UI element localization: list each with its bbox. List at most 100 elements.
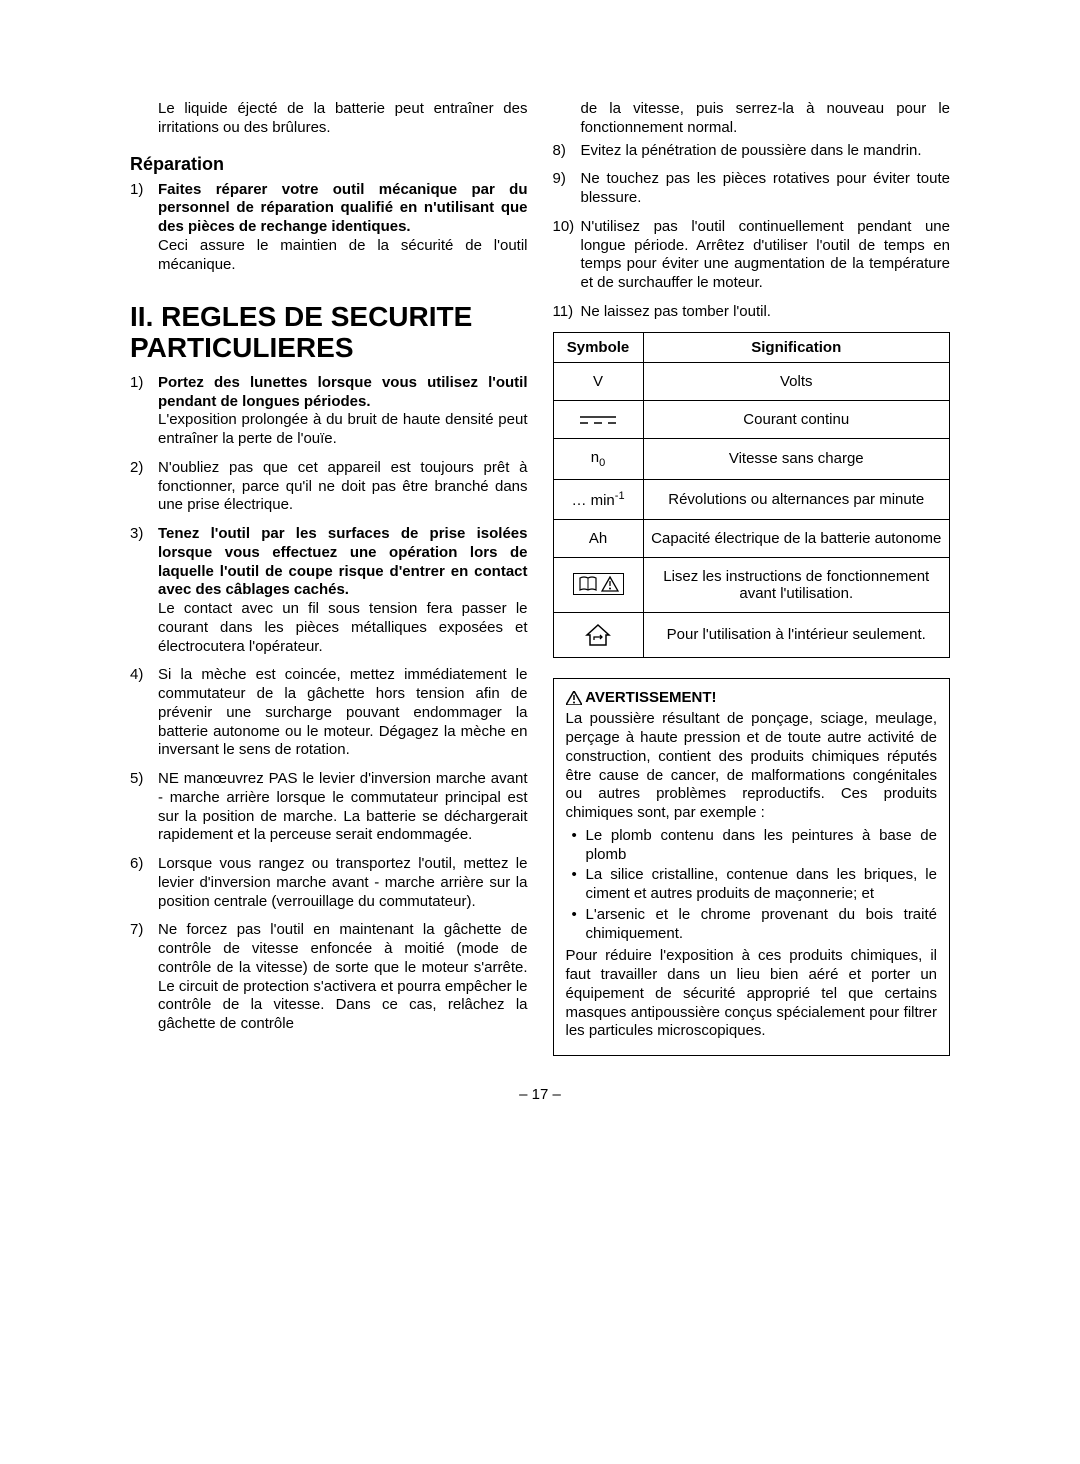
bullet-text: Le plomb contenu dans les peintures à ba… (586, 827, 938, 865)
table-row: n0Vitesse sans charge (553, 438, 950, 479)
continuation-para: de la vitesse, puis serrez-la à nouveau … (553, 100, 951, 138)
list-item: 1)Portez des lunettes lorsque vous utili… (130, 374, 528, 449)
list-body: Portez des lunettes lorsque vous utilise… (158, 374, 528, 449)
page-columns: Le liquide éjecté de la batterie peut en… (130, 100, 950, 1056)
list-number: 10) (553, 218, 581, 293)
list-body: Ne touchez pas les pièces rotatives pour… (581, 170, 951, 208)
meaning-cell: Courant continu (643, 400, 950, 438)
book-icon (578, 576, 598, 592)
dc-icon (578, 414, 618, 426)
list-body: Si la mèche est coincée, mettez immédiat… (158, 666, 528, 760)
list-body: Faites réparer votre outil mécanique par… (158, 181, 528, 275)
item-text: N'oubliez pas que cet appareil est toujo… (158, 459, 528, 514)
item-text: Lorsque vous rangez ou transportez l'out… (158, 855, 528, 910)
symbol-cell: … min-1 (553, 479, 643, 519)
list-body: NE manœuvrez PAS le levier d'inversion m… (158, 770, 528, 845)
bullet-dot: • (572, 906, 586, 944)
list-number: 4) (130, 666, 158, 760)
table-row: Pour l'utilisation à l'intérieur seuleme… (553, 612, 950, 657)
table-header-meaning: Signification (643, 332, 950, 362)
symbol-cell: n0 (553, 438, 643, 479)
list-body: Evitez la pénétration de poussière dans … (581, 142, 951, 161)
list-number: 2) (130, 459, 158, 515)
list-number: 1) (130, 181, 158, 275)
bullet-item: •L'arsenic et le chrome provenant du boi… (572, 906, 938, 944)
intro-para: Le liquide éjecté de la batterie peut en… (130, 100, 528, 138)
manual-icon-box (573, 573, 624, 595)
item-text: Le contact avec un fil sous tension fera… (158, 600, 528, 655)
bold-text: Faites réparer votre outil mécanique par… (158, 181, 528, 236)
bold-text: Tenez l'outil par les surfaces de prise … (158, 525, 528, 598)
list-number: 11) (553, 303, 581, 322)
warning-intro: La poussière résultant de ponçage, sciag… (566, 710, 938, 823)
meaning-cell: Lisez les instructions de fonctionnement… (643, 557, 950, 612)
bold-text: Portez des lunettes lorsque vous utilise… (158, 374, 528, 410)
table-row: AhCapacité électrique de la batterie aut… (553, 519, 950, 557)
list-number: 5) (130, 770, 158, 845)
symbols-table: Symbole Signification VVoltsCourant cont… (553, 332, 951, 658)
table-row: Courant continu (553, 400, 950, 438)
list-item: 4)Si la mèche est coincée, mettez immédi… (130, 666, 528, 760)
list-item: 3)Tenez l'outil par les surfaces de pris… (130, 525, 528, 656)
item-text: Si la mèche est coincée, mettez immédiat… (158, 666, 528, 758)
bullet-text: L'arsenic et le chrome provenant du bois… (586, 906, 938, 944)
list-number: 1) (130, 374, 158, 449)
table-row: … min-1Révolutions ou alternances par mi… (553, 479, 950, 519)
list-body: Tenez l'outil par les surfaces de prise … (158, 525, 528, 656)
list-body: Lorsque vous rangez ou transportez l'out… (158, 855, 528, 911)
bullet-text: La silice cristalline, contenue dans les… (586, 866, 938, 904)
bullet-dot: • (572, 827, 586, 865)
list-item: 7)Ne forcez pas l'outil en maintenant la… (130, 921, 528, 1034)
symbol-cell (553, 612, 643, 657)
reparation-heading: Réparation (130, 154, 528, 175)
list-body: Ne laissez pas tomber l'outil. (581, 303, 951, 322)
list-body: N'utilisez pas l'outil continuellement p… (581, 218, 951, 293)
meaning-cell: Pour l'utilisation à l'intérieur seuleme… (643, 612, 950, 657)
list-body: N'oubliez pas que cet appareil est toujo… (158, 459, 528, 515)
right-items-container: 8)Evitez la pénétration de poussière dan… (553, 142, 951, 322)
bullet-dot: • (572, 866, 586, 904)
item-text: NE manœuvrez PAS le levier d'inversion m… (158, 770, 528, 843)
list-number: 7) (130, 921, 158, 1034)
meaning-cell: Révolutions ou alternances par minute (643, 479, 950, 519)
right-column: de la vitesse, puis serrez-la à nouveau … (553, 100, 951, 1056)
item-text: Ne forcez pas l'outil en maintenant la g… (158, 921, 528, 1032)
list-number: 9) (553, 170, 581, 208)
meaning-cell: Capacité électrique de la batterie auton… (643, 519, 950, 557)
bullet-item: •La silice cristalline, contenue dans le… (572, 866, 938, 904)
warning-title-text: AVERTISSEMENT! (585, 689, 716, 706)
table-row: VVolts (553, 362, 950, 400)
warning-outro: Pour réduire l'exposition à ces produits… (566, 947, 938, 1041)
item-text: L'exposition prolongée à du bruit de hau… (158, 411, 528, 447)
heading-roman: II (130, 301, 146, 332)
main-heading: II. II. REGLES DE SECURITE PARTICULIERES… (130, 302, 528, 364)
symbol-cell (553, 557, 643, 612)
item-text: Ceci assure le maintien de la sécurité d… (158, 237, 528, 273)
reparation-item: 1) Faites réparer votre outil mécanique … (130, 181, 528, 275)
list-item: 8)Evitez la pénétration de poussière dan… (553, 142, 951, 161)
table-row: Lisez les instructions de fonctionnement… (553, 557, 950, 612)
table-header-symbol: Symbole (553, 332, 643, 362)
list-item: 9)Ne touchez pas les pièces rotatives po… (553, 170, 951, 208)
list-item: 2)N'oubliez pas que cet appareil est tou… (130, 459, 528, 515)
meaning-cell: Vitesse sans charge (643, 438, 950, 479)
page-number: – 17 – (130, 1086, 950, 1103)
list-item: 11)Ne laissez pas tomber l'outil. (553, 303, 951, 322)
list-body: Ne forcez pas l'outil en maintenant la g… (158, 921, 528, 1034)
list-number: 6) (130, 855, 158, 911)
symbol-rows: VVoltsCourant continun0Vitesse sans char… (553, 362, 950, 657)
list-number: 8) (553, 142, 581, 161)
warning-triangle-icon (601, 576, 619, 592)
warning-bullets: •Le plomb contenu dans les peintures à b… (566, 827, 938, 944)
warning-title: AVERTISSEMENT! (566, 689, 938, 708)
warning-box: AVERTISSEMENT! La poussière résultant de… (553, 678, 951, 1057)
list-number: 3) (130, 525, 158, 656)
indoor-house-icon (584, 623, 612, 647)
bullet-item: •Le plomb contenu dans les peintures à b… (572, 827, 938, 865)
list-item: 10)N'utilisez pas l'outil continuellemen… (553, 218, 951, 293)
list-item: 5)NE manœuvrez PAS le levier d'inversion… (130, 770, 528, 845)
meaning-cell: Volts (643, 362, 950, 400)
symbol-cell (553, 400, 643, 438)
left-column: Le liquide éjecté de la batterie peut en… (130, 100, 528, 1056)
warning-triangle-icon (566, 691, 582, 705)
